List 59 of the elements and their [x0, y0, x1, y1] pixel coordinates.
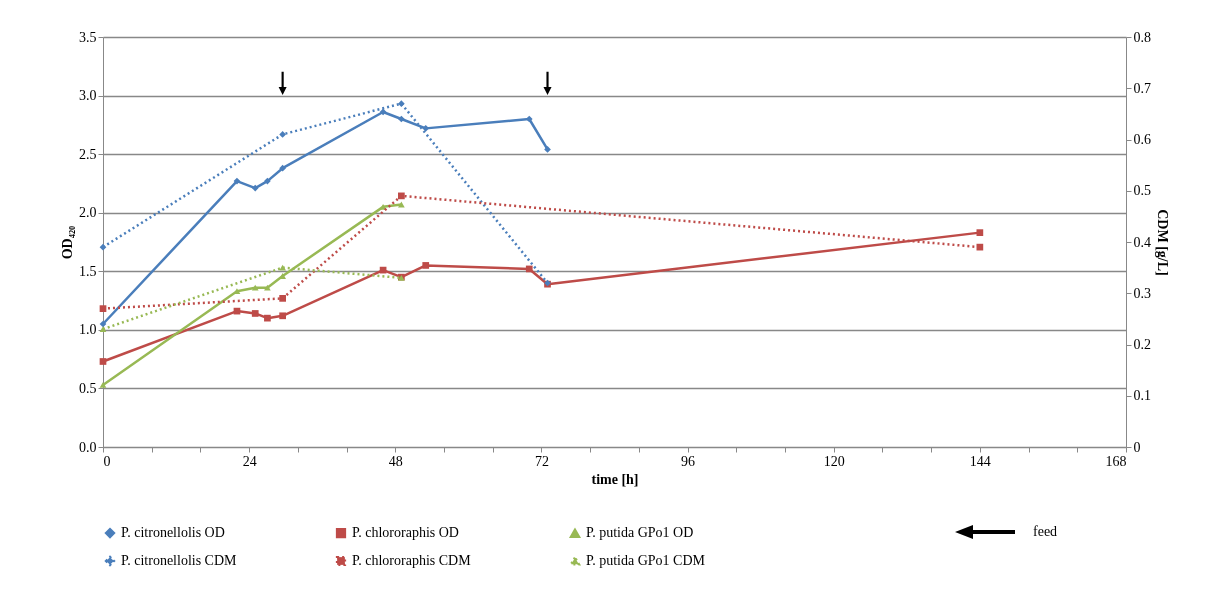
point — [279, 264, 286, 271]
point — [398, 100, 405, 107]
y-tick-label: 3.5 — [79, 29, 97, 45]
legend-label: P. citronellolis CDM — [121, 553, 238, 568]
legend-label: P. chlororaphis CDM — [352, 553, 472, 568]
y-tick-label: 2.5 — [79, 146, 97, 162]
y2-tick-label: 0.3 — [1133, 285, 1151, 301]
y-tick-label: 1.0 — [79, 322, 97, 338]
point — [251, 284, 259, 291]
point — [422, 262, 430, 269]
point — [279, 295, 286, 302]
legend-label: P. putida GPo1 OD — [586, 525, 694, 541]
y-tick-label: 0.0 — [79, 439, 97, 455]
point — [264, 177, 271, 185]
y2-tick-label: 0.8 — [1133, 29, 1151, 45]
x-axis-title: time [h] — [591, 471, 639, 487]
point — [99, 358, 107, 365]
text: feed — [1033, 524, 1058, 540]
point — [544, 146, 551, 153]
x-tick-label: 0 — [103, 453, 111, 469]
x-tick-label: 96 — [681, 453, 696, 469]
y2-tick-label: 0.6 — [1133, 132, 1151, 147]
legend-label: P. chlororaphis OD — [352, 525, 459, 541]
point — [233, 177, 241, 185]
x-tick-label: 72 — [534, 453, 549, 469]
point — [976, 229, 984, 236]
point — [264, 284, 271, 291]
y-tick-label: 1.5 — [79, 263, 97, 279]
y-axis-title: OD₄₂₀ — [60, 225, 75, 260]
point — [525, 265, 533, 273]
legend-label: P. putida GPo1 CDM — [586, 553, 706, 568]
point — [398, 192, 405, 200]
point — [279, 312, 286, 320]
point — [251, 310, 259, 317]
y-tick-label: 2.0 — [79, 205, 97, 221]
y-tick-label: 3.0 — [79, 88, 97, 104]
legend-label: P. citronellolis OD — [121, 525, 225, 541]
point — [264, 314, 271, 322]
point — [99, 243, 107, 251]
y2-tick-label: 0.7 — [1133, 80, 1151, 96]
x-tick-label: 48 — [388, 453, 403, 469]
point — [279, 273, 286, 279]
x-tick-label: 168 — [1105, 453, 1127, 469]
y2-tick-label: 0.1 — [1133, 388, 1151, 404]
point — [99, 305, 107, 312]
y2-axis-title: CDM [g/L] — [1155, 209, 1170, 276]
point — [279, 131, 286, 138]
point — [251, 184, 259, 192]
y2-tick-label: 0.2 — [1133, 337, 1151, 352]
x-tick-label: 144 — [969, 453, 991, 469]
y2-tick-label: 0.4 — [1133, 234, 1151, 250]
y-tick-label: 0.5 — [79, 380, 97, 396]
x-tick-label: 24 — [242, 453, 257, 469]
x-tick-label: 120 — [823, 453, 845, 469]
point — [279, 164, 286, 172]
point — [422, 125, 430, 132]
point — [379, 108, 387, 116]
y2-tick-label: 0.5 — [1133, 183, 1151, 199]
y2-tick-label: 0 — [1133, 439, 1141, 455]
